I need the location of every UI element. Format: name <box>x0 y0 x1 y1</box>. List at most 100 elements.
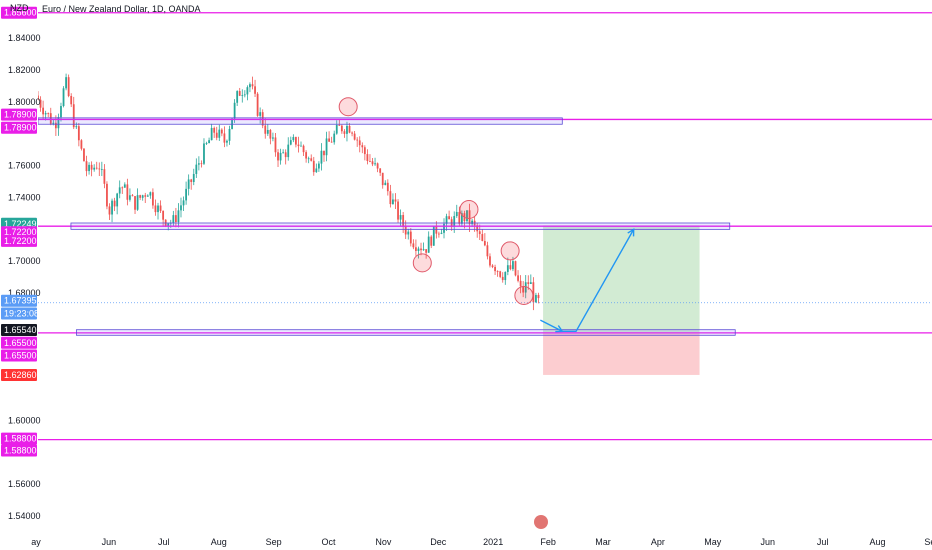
candle-body <box>106 183 108 207</box>
candle-body <box>310 158 313 161</box>
candle-body <box>272 137 274 139</box>
candle-body <box>172 215 175 223</box>
candle-body <box>323 150 325 156</box>
price-badge-label: 1.62860 <box>4 370 37 380</box>
candle-body <box>346 125 348 134</box>
candle-body <box>374 163 376 165</box>
x-tick-label: Jul <box>817 537 829 547</box>
zone-box <box>70 222 731 230</box>
candle-body <box>379 168 382 173</box>
candle-body <box>489 256 491 266</box>
candle-body <box>302 145 305 153</box>
candle-body <box>437 233 440 235</box>
tradingview-logo-icon <box>534 515 548 529</box>
candle-body <box>361 145 364 148</box>
candle-body <box>60 106 62 118</box>
candle-body <box>136 195 139 210</box>
candle-body <box>95 167 98 169</box>
candle-body <box>407 231 410 235</box>
price-axis[interactable]: 1.84000 1.82000 1.80000 1.76000 1.74000 1.700… <box>0 0 41 550</box>
candle-body <box>392 199 394 205</box>
x-tick-label: Jun <box>760 537 775 547</box>
candle-body <box>116 193 119 207</box>
annotations <box>338 97 635 333</box>
candle-body <box>376 163 379 169</box>
candle-body <box>264 125 267 134</box>
candle-body <box>108 206 111 215</box>
candle-body <box>152 192 154 206</box>
price-badge-label: 1.72249 <box>4 219 37 229</box>
candle-body <box>486 245 489 257</box>
candle-body <box>208 140 210 144</box>
price-badge-label: 1.58800 <box>4 445 37 455</box>
candle-body <box>458 211 461 224</box>
candle-body <box>445 216 448 224</box>
candle-body <box>121 187 124 189</box>
candle-body <box>246 87 249 95</box>
price-badge-label: 1.78900 <box>4 123 37 133</box>
candle-body <box>366 154 369 161</box>
candle-body <box>338 124 341 126</box>
candle-body <box>353 133 356 140</box>
x-tick-label: Apr <box>651 537 665 547</box>
candle-body <box>466 210 468 222</box>
x-tick-label: Sep <box>266 537 282 547</box>
y-tick-label: 1.80000 <box>8 97 41 107</box>
x-tick-label: Aug <box>869 537 885 547</box>
candle-body <box>146 195 149 197</box>
candle-body <box>241 95 244 96</box>
candle-body <box>200 163 203 165</box>
price-badge-label: 1.58800 <box>4 434 37 444</box>
candle-body <box>44 113 47 115</box>
candle-body <box>432 225 435 246</box>
candle-body <box>348 125 351 133</box>
candle-body <box>514 261 517 276</box>
candle-body <box>389 191 392 205</box>
candle-body <box>190 179 193 183</box>
candle-body <box>328 138 330 142</box>
candle-body <box>529 282 532 284</box>
candle-body <box>427 236 430 253</box>
y-tick-label: 1.56000 <box>8 479 41 489</box>
arrow-head <box>555 325 564 333</box>
candle-body <box>491 265 494 267</box>
x-tick-label: Aug <box>211 537 227 547</box>
zone-box <box>37 117 563 125</box>
x-tick-label: Mar <box>595 537 611 547</box>
candle-body <box>77 126 80 141</box>
candle-body <box>177 210 180 223</box>
candle-body <box>384 182 387 186</box>
candle-body <box>455 211 458 217</box>
highlight-circle <box>338 97 358 117</box>
candle-body <box>134 196 136 210</box>
candle-body <box>356 139 359 141</box>
candle-body <box>509 265 512 270</box>
price-badge <box>1 324 37 337</box>
candle-body <box>39 99 42 108</box>
candle-body <box>233 102 236 119</box>
candle-body <box>524 282 527 293</box>
candle-body <box>144 195 147 197</box>
chart-title: Euro / New Zealand Dollar, 1D, OANDA <box>42 4 201 14</box>
candle-body <box>369 160 371 162</box>
candle-body <box>90 164 93 170</box>
price-badge-label: 1.85600 <box>4 8 37 18</box>
candle-body <box>394 199 397 202</box>
candle-body <box>65 77 67 89</box>
candle-body <box>478 231 481 235</box>
candle-body <box>75 126 78 128</box>
candle-body <box>351 132 353 134</box>
candle-body <box>501 276 504 281</box>
candle-body <box>512 261 514 270</box>
candle-body <box>317 163 320 169</box>
price-badge-label: 1.65500 <box>4 351 37 361</box>
support-resistance-levels <box>37 12 932 441</box>
candle-body <box>312 160 315 173</box>
candle-body <box>448 216 451 220</box>
time-axis[interactable]: ay Jun Jul Aug Sep Oct Nov Dec 2021 Feb Mar Apr May J… <box>31 515 932 547</box>
highlight-circle <box>514 285 534 305</box>
price-badge <box>1 336 37 349</box>
candle-body <box>292 137 295 141</box>
plot-background <box>38 0 932 550</box>
candlestick-series <box>37 73 540 311</box>
